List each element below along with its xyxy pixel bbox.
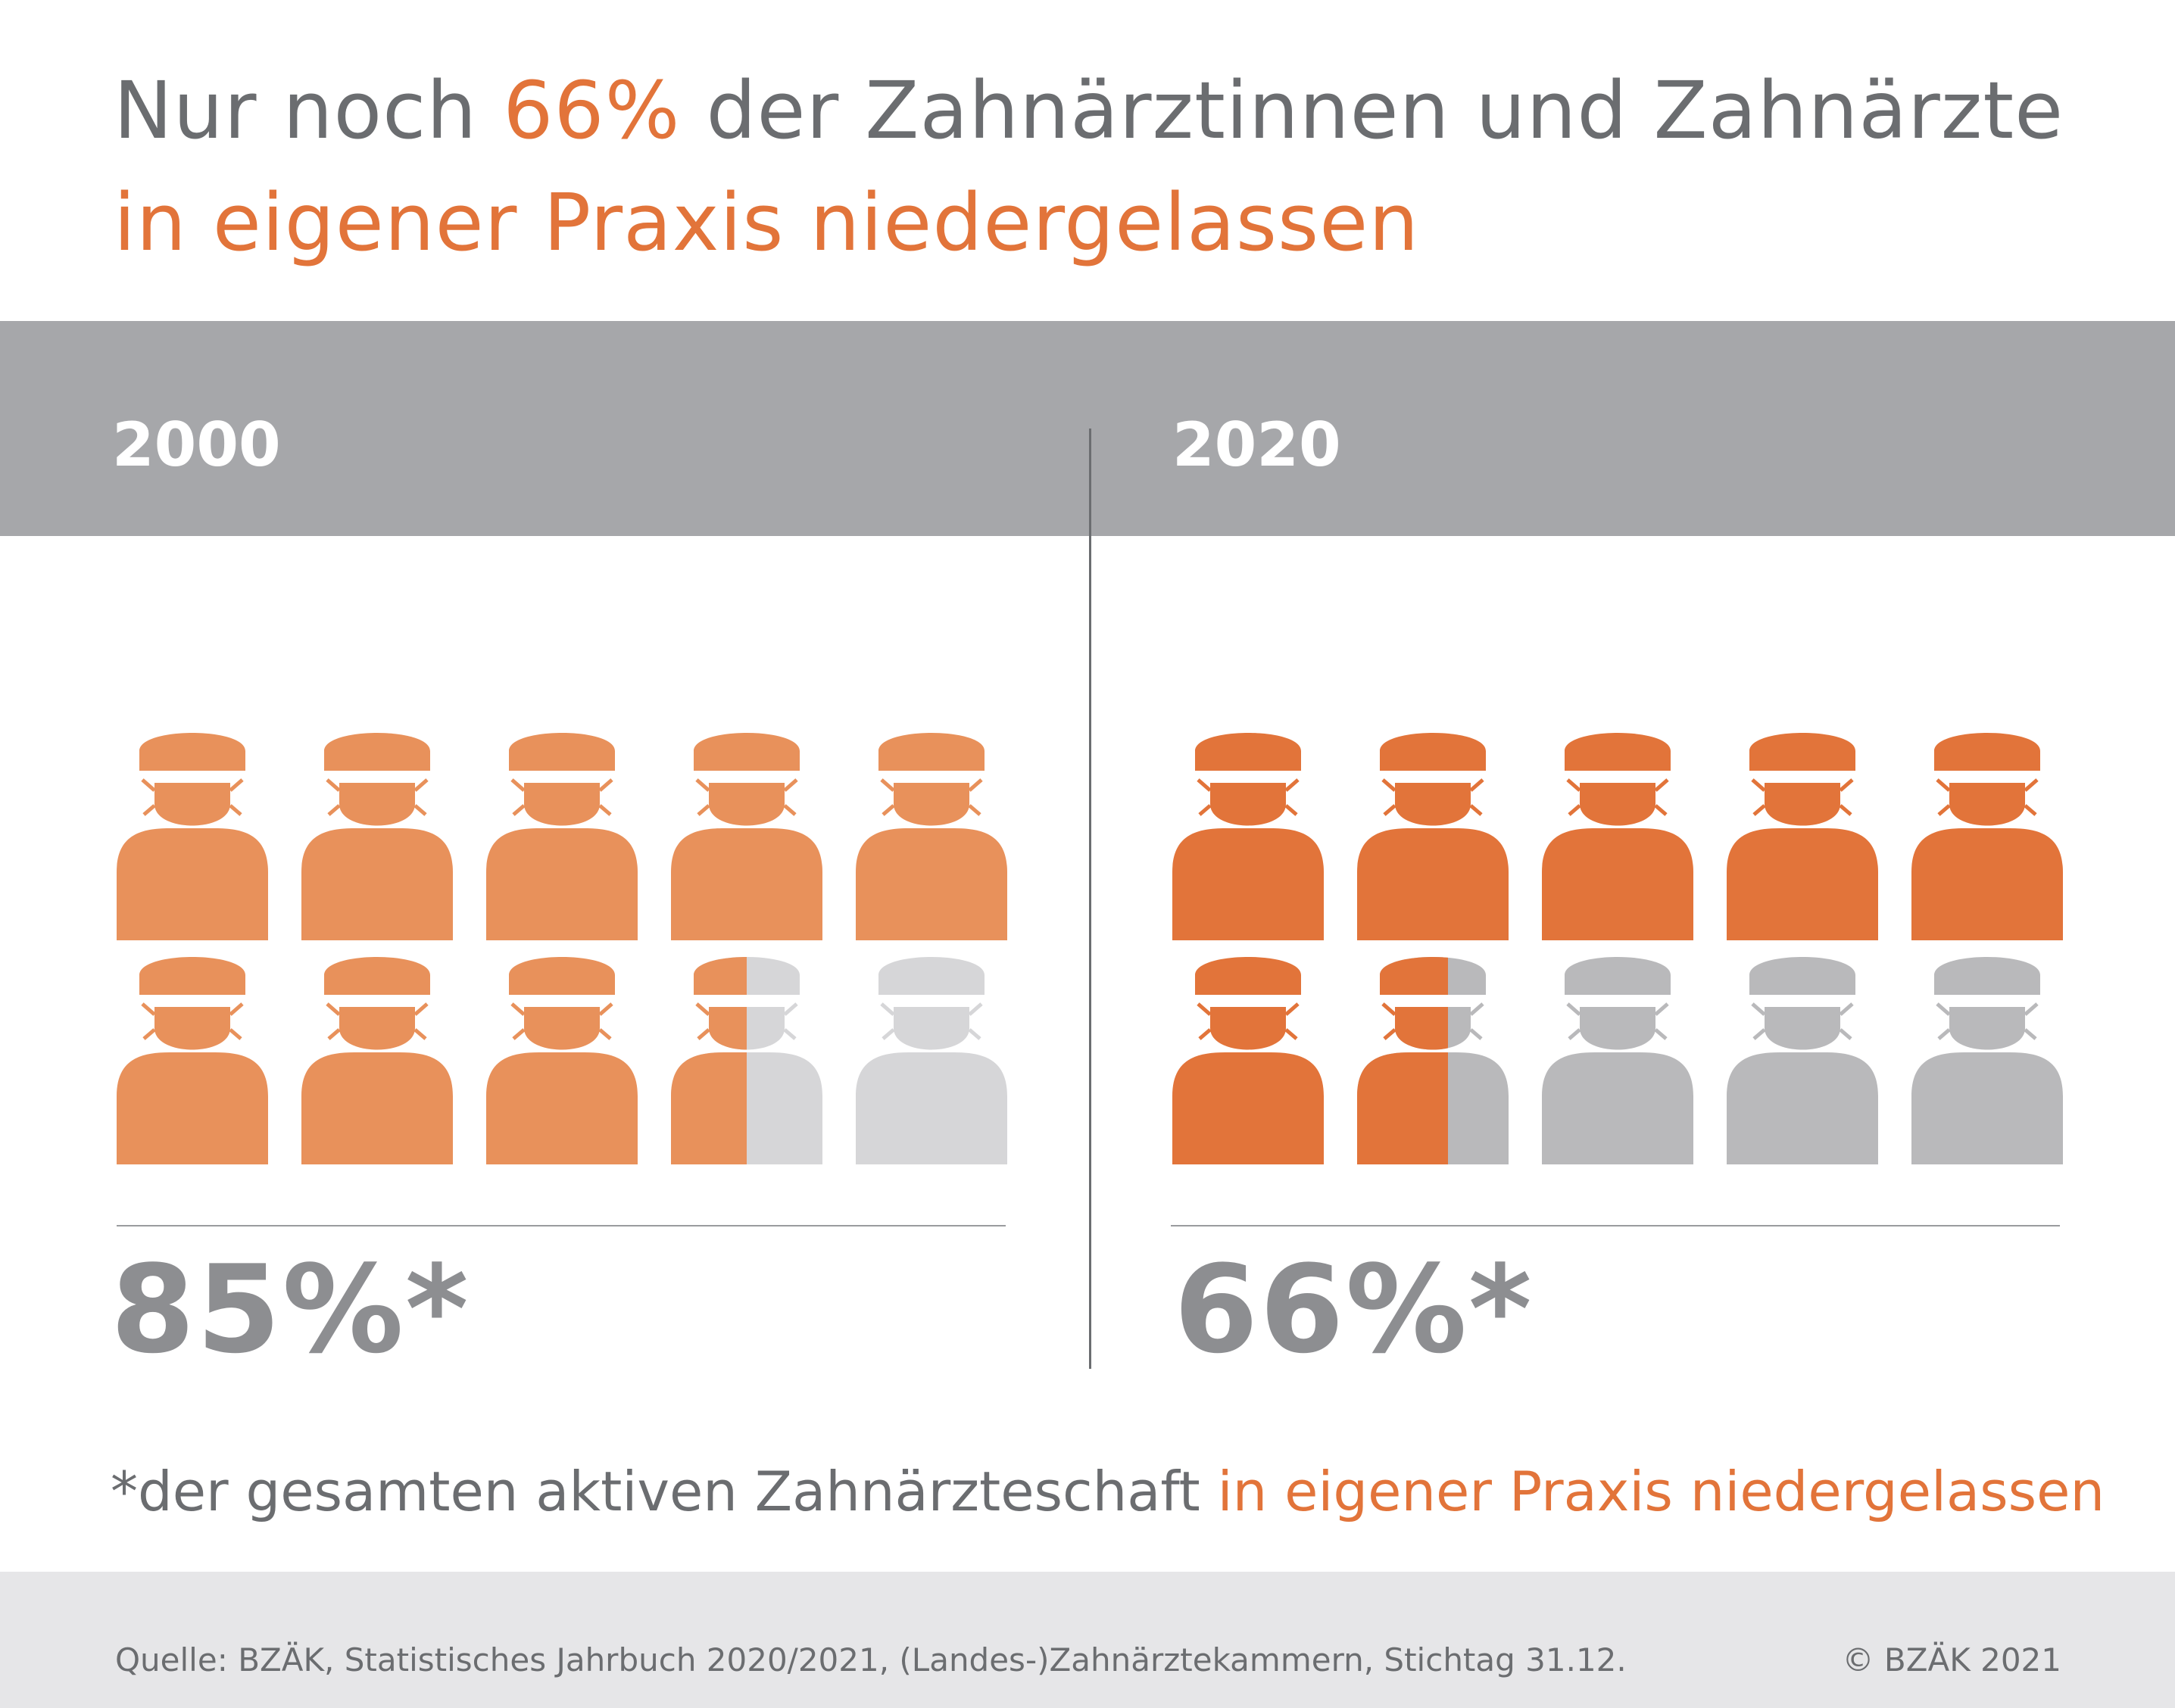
footnote-accent: in eigener Praxis niedergelassen [1217, 1460, 2105, 1523]
headline-part2: der Zahnärztinnen und Zahnärzte [680, 64, 2064, 157]
dentist-with-mask-icon [856, 733, 1007, 940]
dentist-with-mask-icon [856, 957, 1007, 1164]
headline-accent: 66% [503, 64, 681, 157]
dentist-with-mask-icon [671, 957, 822, 1164]
dentist-with-mask-icon [117, 957, 268, 1164]
dentist-with-mask-icon [1357, 957, 1509, 1164]
source-note: Quelle: BZÄK, Statistisches Jahrbuch 202… [115, 1641, 1627, 1678]
dentist-with-mask-icon [1357, 733, 1509, 940]
footer-band [0, 1572, 2175, 1708]
footnote-text: *der gesamten aktiven Zahnärzteschaft [111, 1460, 1218, 1523]
headline-line2: in eigener Praxis niedergelassen [114, 176, 1420, 269]
headline-part1: Nur noch [114, 64, 504, 157]
headline: Nur noch 66% der Zahnärztinnen und Zahnä… [114, 55, 2064, 279]
copyright: © BZÄK 2021 [1842, 1641, 2061, 1678]
dentist-with-mask-icon [1911, 733, 2063, 940]
dentist-with-mask-icon [301, 957, 453, 1164]
year-header-band [0, 321, 2175, 536]
footnote: *der gesamten aktiven Zahnärzteschaft in… [111, 1454, 2105, 1529]
dentist-with-mask-icon [486, 733, 638, 940]
dentist-with-mask-icon [671, 733, 822, 940]
percentage-2000: 85%* [111, 1239, 470, 1380]
dentist-with-mask-icon [301, 733, 453, 940]
year-label-2000: 2000 [112, 410, 281, 480]
dentist-with-mask-icon [1727, 733, 1878, 940]
dentist-with-mask-icon [1542, 733, 1693, 940]
rule-2000 [117, 1225, 1006, 1226]
dentist-with-mask-icon [1172, 733, 1324, 940]
column-divider [1089, 429, 1091, 1369]
rule-2020 [1171, 1225, 2060, 1226]
dentist-with-mask-icon [1911, 957, 2063, 1164]
dentist-with-mask-icon [1727, 957, 1878, 1164]
dentist-with-mask-icon [117, 733, 268, 940]
dentist-with-mask-icon [1542, 957, 1693, 1164]
dentist-with-mask-icon [1172, 957, 1324, 1164]
year-label-2020: 2020 [1172, 410, 1341, 480]
percentage-2020: 66%* [1174, 1239, 1534, 1380]
dentist-with-mask-icon [486, 957, 638, 1164]
